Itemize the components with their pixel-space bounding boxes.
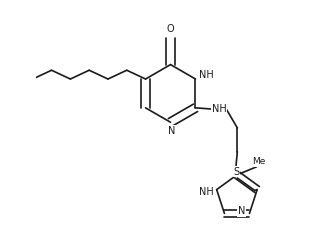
- Text: N: N: [238, 206, 245, 216]
- Text: NH: NH: [212, 104, 227, 114]
- Text: NH: NH: [199, 186, 213, 197]
- Text: O: O: [167, 24, 174, 34]
- Text: NH: NH: [199, 69, 213, 80]
- Text: Me: Me: [252, 157, 265, 166]
- Text: S: S: [233, 167, 239, 177]
- Text: N: N: [168, 125, 175, 136]
